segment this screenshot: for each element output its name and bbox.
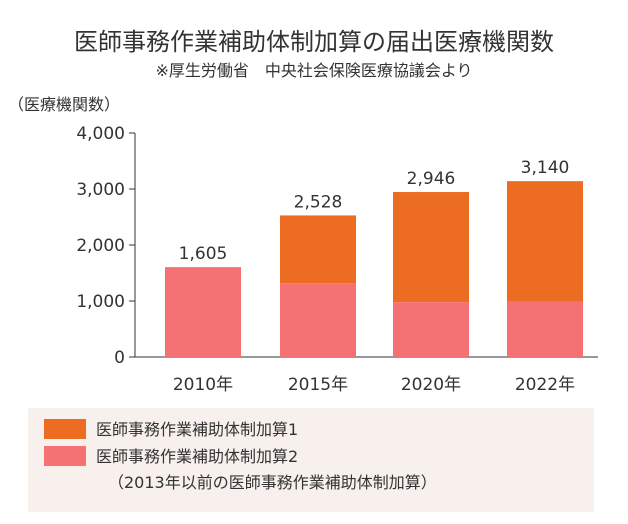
total-label: 1,605 xyxy=(179,244,228,264)
y-tick-label: 3,000 xyxy=(76,180,125,200)
legend-swatch-kasan1 xyxy=(44,419,86,439)
x-tick-label: 2015年 xyxy=(288,375,348,395)
y-tick-label: 2,000 xyxy=(76,236,125,256)
bar-kasan1 xyxy=(507,181,583,302)
axes: 0 1,000 2,000 3,000 4,000 2010年 2015年 2020年 2022… xyxy=(76,124,598,395)
x-tick-label: 2010年 xyxy=(173,375,233,395)
data-labels: 1,605 2,528 2,946 3,140 xyxy=(179,158,570,264)
bar-kasan1 xyxy=(280,215,356,284)
bar-kasan2 xyxy=(280,283,356,357)
total-label: 2,528 xyxy=(294,192,343,212)
bar-kasan2 xyxy=(507,301,583,357)
total-label: 2,946 xyxy=(407,169,456,189)
legend-note: （2013年以前の医師事務作業補助体制加算） xyxy=(108,473,437,492)
bar-kasan1 xyxy=(393,192,469,303)
y-axis-label: （医療機関数） xyxy=(8,95,120,114)
y-tick-label: 4,000 xyxy=(76,124,125,144)
x-tick-label: 2022年 xyxy=(515,375,575,395)
bar-kasan2 xyxy=(393,302,469,357)
bar-kasan2 xyxy=(165,267,241,357)
legend-label-kasan2: 医師事務作業補助体制加算2 xyxy=(96,447,298,466)
legend-background xyxy=(28,408,594,512)
y-tick-label: 0 xyxy=(114,348,125,368)
y-tick-label: 1,000 xyxy=(76,292,125,312)
chart-title: 医師事務作業補助体制加算の届出医療機関数 xyxy=(74,28,554,56)
total-label: 3,140 xyxy=(521,158,570,178)
legend-swatch-kasan2 xyxy=(44,446,86,466)
x-tick-label: 2020年 xyxy=(401,375,461,395)
legend: 医師事務作業補助体制加算1 医師事務作業補助体制加算2 （2013年以前の医師事… xyxy=(28,408,594,512)
chart-subtitle: ※厚生労働省 中央社会保険医療協議会より xyxy=(155,61,472,80)
bars xyxy=(165,181,583,357)
legend-label-kasan1: 医師事務作業補助体制加算1 xyxy=(96,420,298,439)
